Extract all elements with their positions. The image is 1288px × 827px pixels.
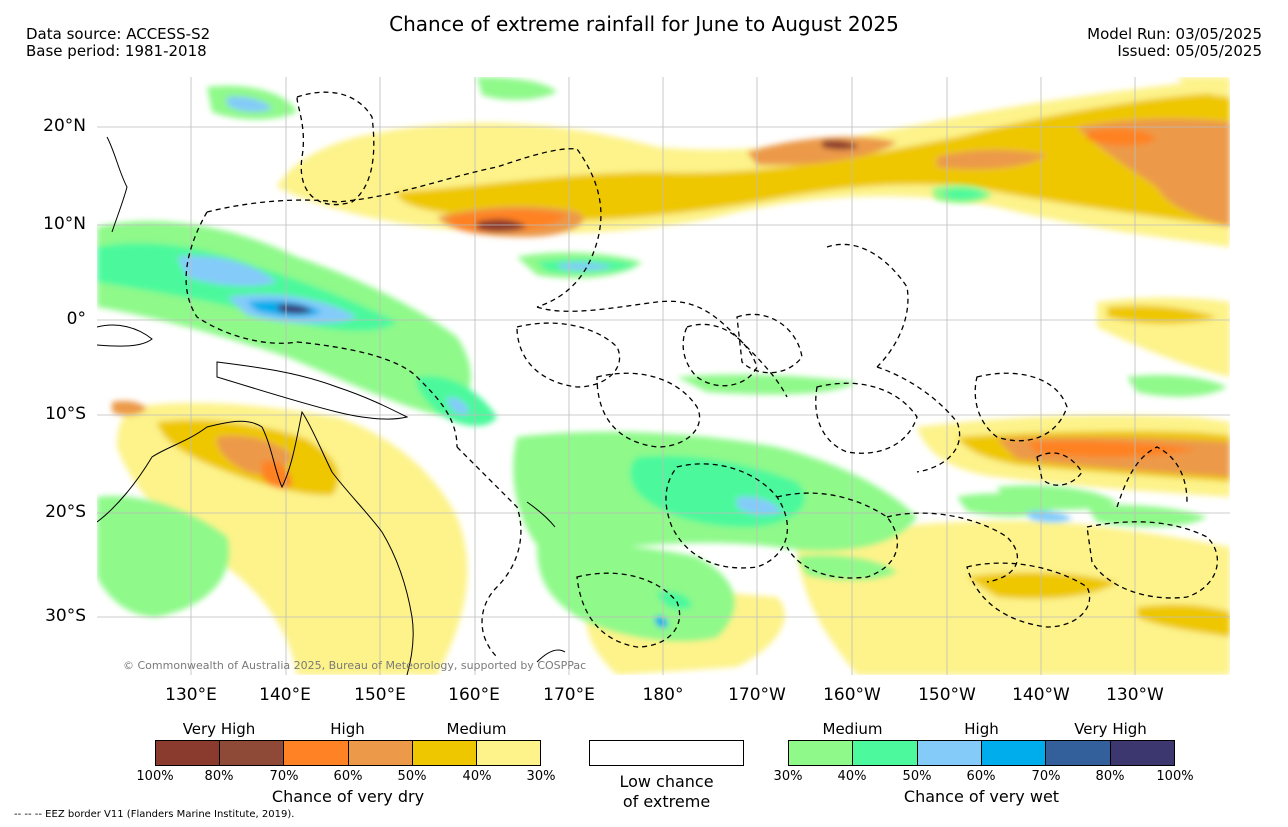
new-caledonia-coast bbox=[526, 501, 556, 528]
wet-tick: 80% bbox=[1095, 769, 1125, 784]
dry-tick: 70% bbox=[269, 769, 299, 784]
low-chance-legend: Low chance of extreme bbox=[589, 740, 744, 812]
dry-swatch-40-30 bbox=[476, 741, 541, 765]
wet-tick: 50% bbox=[902, 769, 932, 784]
map-canvas bbox=[97, 77, 1230, 675]
dry-legend-title: Chance of very dry bbox=[271, 787, 425, 806]
lon-label-160e: 160°E bbox=[448, 685, 500, 705]
wet-very-high-label: Very High bbox=[1074, 720, 1147, 738]
wet-tick: 30% bbox=[773, 769, 803, 784]
dry-swatch-70-60 bbox=[284, 741, 349, 765]
low-chance-label: Low chance of extreme bbox=[589, 772, 744, 812]
dry-high-label: High bbox=[330, 720, 365, 738]
wet-swatch-80-100 bbox=[1110, 741, 1174, 765]
lon-label-130e: 130°E bbox=[165, 685, 217, 705]
dry-legend: Very High High Medium 100% 80% 70% 60% 5… bbox=[136, 720, 555, 806]
dry-color-bar bbox=[155, 740, 541, 766]
lon-label-140w: 140°W bbox=[1012, 685, 1070, 705]
lon-label-160w: 160°W bbox=[823, 685, 881, 705]
wet-tick: 60% bbox=[966, 769, 996, 784]
dry-tick: 50% bbox=[397, 769, 427, 784]
gridlines bbox=[97, 77, 1230, 675]
rainfall-map: © Commonwealth of Australia 2025, Bureau… bbox=[97, 77, 1230, 675]
lon-label-140e: 140°E bbox=[259, 685, 311, 705]
lat-label-10s: 10°S bbox=[45, 404, 86, 424]
copyright-notice: © Commonwealth of Australia 2025, Bureau… bbox=[123, 659, 587, 672]
wet-tick: 100% bbox=[1156, 769, 1194, 784]
wet-tick: 70% bbox=[1031, 769, 1061, 784]
dry-swatch-50-40 bbox=[412, 741, 477, 765]
wet-legend: Medium High Very High 30% 40% 50% 60% 70… bbox=[774, 720, 1194, 806]
indonesia-coast bbox=[97, 324, 153, 347]
low-chance-line1: Low chance bbox=[619, 772, 714, 791]
lat-label-30s: 30°S bbox=[45, 606, 86, 626]
dry-very-high-label: Very High bbox=[182, 720, 256, 738]
low-chance-line2: of extreme bbox=[622, 792, 711, 811]
dry-swatch-80-70 bbox=[220, 741, 285, 765]
lon-label-180: 180° bbox=[642, 685, 684, 705]
run-info: Model Run: 03/05/2025 Issued: 05/05/2025 bbox=[1087, 26, 1262, 60]
base-period: Base period: 1981-2018 bbox=[26, 42, 207, 60]
dry-tick: 30% bbox=[526, 769, 556, 784]
lat-label-10n: 10°N bbox=[43, 214, 86, 234]
wet-medium-label: Medium bbox=[822, 720, 883, 738]
new-guinea-coast bbox=[216, 361, 409, 420]
data-source: Data source: ACCESS-S2 bbox=[26, 25, 211, 43]
coastlines bbox=[97, 136, 566, 675]
wet-high-label: High bbox=[964, 720, 999, 738]
dry-tick: 60% bbox=[333, 769, 363, 784]
dry-medium-label: Medium bbox=[446, 720, 507, 738]
source-info: Data source: ACCESS-S2 Base period: 1981… bbox=[26, 26, 210, 60]
lon-label-170w: 170°W bbox=[728, 685, 786, 705]
dry-tick: 100% bbox=[136, 769, 174, 784]
map-title: Chance of extreme rainfall for June to A… bbox=[389, 12, 899, 36]
dry-tick: 40% bbox=[462, 769, 492, 784]
wet-tick: 40% bbox=[837, 769, 867, 784]
wet-swatch-40-50 bbox=[853, 741, 918, 765]
issued-date: Issued: 05/05/2025 bbox=[1117, 42, 1262, 60]
lat-label-20n: 20°N bbox=[43, 116, 86, 136]
model-run: Model Run: 03/05/2025 bbox=[1087, 25, 1262, 43]
new-zealand-coast bbox=[536, 649, 566, 663]
philippines-coast bbox=[106, 136, 128, 233]
lat-label-0: 0° bbox=[66, 309, 86, 329]
wet-shading bbox=[97, 77, 1227, 641]
lat-label-20s: 20°S bbox=[45, 502, 86, 522]
low-chance-swatch bbox=[589, 740, 744, 766]
lon-label-170e: 170°E bbox=[543, 685, 595, 705]
wet-swatch-60-70 bbox=[981, 741, 1047, 765]
australia-coast bbox=[97, 410, 414, 675]
lon-label-150w: 150°W bbox=[918, 685, 976, 705]
eez-footnote: -- -- -- EEZ border V11 (Flanders Marine… bbox=[14, 809, 295, 820]
dry-tick: 80% bbox=[204, 769, 234, 784]
eez-borders bbox=[185, 91, 1218, 658]
wet-swatch-50-60 bbox=[917, 741, 982, 765]
dry-swatch-60-50 bbox=[348, 741, 413, 765]
wet-color-bar bbox=[788, 740, 1175, 766]
wet-swatch-70-80 bbox=[1046, 741, 1111, 765]
dry-swatch-100-80 bbox=[156, 741, 221, 765]
lon-label-130w: 130°W bbox=[1106, 685, 1164, 705]
lon-label-150e: 150°E bbox=[354, 685, 406, 705]
wet-swatch-30-40 bbox=[789, 741, 854, 765]
wet-legend-title: Chance of very wet bbox=[903, 787, 1060, 806]
